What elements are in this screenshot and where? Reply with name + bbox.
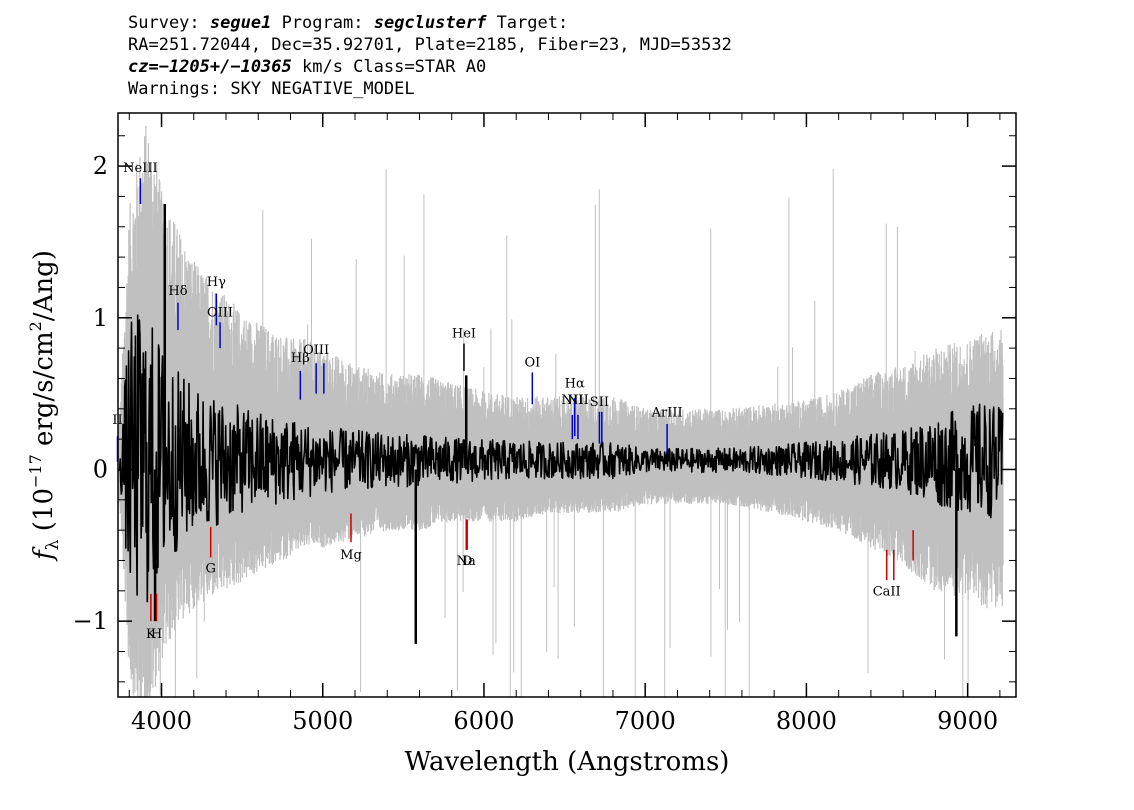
emission-line-label-10: NII [561, 393, 583, 408]
x-tick-label: 8000 [776, 707, 837, 735]
x-tick-label: 4000 [131, 707, 192, 735]
emission-line-label-0: NeIII [123, 161, 157, 176]
y-axis-label: fλ (10−17 erg/s/cm2/Ang) [26, 250, 63, 562]
plot-frame [117, 112, 1017, 698]
class-text: km/s Class=STAR A0 [291, 57, 487, 77]
x-axis-label: Wavelength (Angstroms) [405, 747, 730, 777]
program-value: segclusterf [373, 13, 487, 33]
emission-line-label-13: SII [590, 395, 609, 410]
emission-line-label-8: HeI [452, 326, 476, 341]
y-label-open: (10 [29, 488, 59, 540]
x-tick-label: 9000 [937, 707, 998, 735]
absorption-line-label-0: K [146, 627, 156, 642]
flux-series [118, 314, 1004, 603]
cz-value: cz=−1205+/−10365 [128, 57, 292, 77]
y-label-close: /Ang) [29, 250, 59, 321]
y-tick-label: 2 [93, 152, 108, 180]
emission-line-label-3: Hγ [207, 275, 226, 290]
absorption-line-label-3: Mg [340, 548, 362, 563]
x-tick-label: 5000 [292, 707, 353, 735]
spectrum-header: Survey: segue1 Program: segclusterf Targ… [128, 12, 732, 100]
absorption-line-label-2: G [206, 562, 216, 577]
axes: 4000 5000 6000 7000 8000 9000 −1 0 1 2 [73, 113, 1016, 735]
emission-line-label-12: NII [567, 393, 589, 408]
emission-line-label-2: Hδ [168, 284, 187, 299]
header-line-survey: Survey: segue1 Program: segclusterf Targ… [128, 12, 732, 34]
x-tick-label: 7000 [615, 707, 676, 735]
emission-line-label-5: Hβ [291, 351, 310, 366]
y-tick-label: 0 [93, 455, 108, 483]
emission-line-label-6: OIII [303, 343, 329, 358]
plot-content [118, 126, 1004, 697]
header-line-warnings: Warnings: SKY NEGATIVE_MODEL [128, 79, 415, 99]
program-label: Program: [281, 13, 364, 33]
absorption-line-label-1: H [151, 627, 162, 642]
y-label-sub: λ [43, 539, 63, 550]
header-line-coordinates: RA=251.72044, Dec=35.92701, Plate=2185, … [128, 35, 732, 55]
survey-value: segue1 [209, 13, 272, 33]
x-tick-label: 6000 [453, 707, 514, 735]
emission-line-label-11: Hα [565, 377, 585, 392]
emission-line-label-9: OI [524, 355, 540, 370]
absorption-line-label-5: D [462, 554, 472, 569]
absorption-line-label-4: Na [457, 554, 476, 569]
absorption-line-label-6: CaII [873, 584, 901, 599]
error-band-series [118, 126, 1004, 697]
y-label-exp: −17 [26, 454, 45, 488]
survey-label: Survey: [128, 13, 200, 33]
emission-line-label-4: OIII [207, 305, 233, 320]
header-line-redshift: cz=−1205+/−10365 km/s Class=STAR A0 [128, 56, 732, 78]
y-label-mid: erg/s/cm [29, 331, 59, 454]
y-tick-label: 1 [93, 304, 108, 332]
y-label-exp2: 2 [26, 321, 45, 331]
y-tick-label: −1 [73, 607, 108, 635]
target-label: Target: [496, 13, 569, 33]
emission-line-label-15: ArIII [651, 405, 683, 420]
